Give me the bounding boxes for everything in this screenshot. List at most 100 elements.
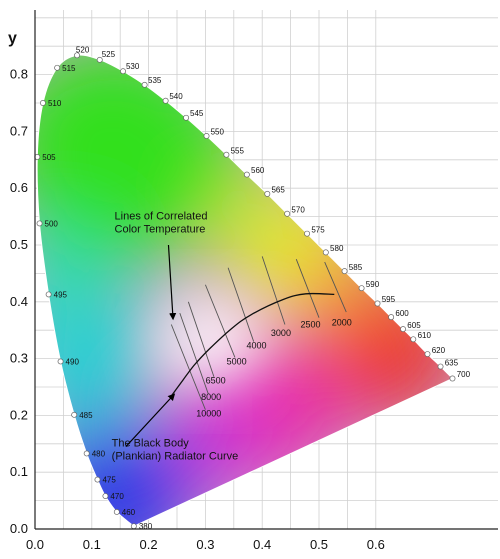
wavelength-marker	[57, 358, 64, 365]
spectral-locus-outline	[36, 54, 454, 527]
wavelength-label: 525	[102, 50, 116, 59]
cct-label: 8000	[201, 392, 221, 402]
wavelength-label: 550	[211, 128, 225, 137]
wavelength-marker	[45, 291, 52, 298]
wavelength-marker	[341, 268, 348, 275]
x-tick-label: 0.6	[367, 537, 385, 552]
isotherm-line	[204, 284, 236, 358]
wavelength-label: 530	[126, 62, 140, 71]
wavelength-label: 535	[148, 76, 162, 85]
y-tick-label: 0.2	[10, 407, 28, 422]
x-tick-label: 0.1	[83, 537, 101, 552]
wavelength-label: 460	[122, 508, 136, 517]
color-blob	[37, 60, 124, 181]
wavelength-marker	[374, 300, 381, 307]
wavelength-marker	[183, 114, 190, 121]
isotherm-line	[179, 313, 209, 394]
wavelength-marker	[388, 314, 395, 321]
wavelength-label: 540	[169, 92, 183, 101]
wavelength-label: 585	[349, 263, 363, 272]
y-axis-label: y	[8, 30, 17, 47]
x-tick-label: 0.4	[253, 537, 271, 552]
x-tick-label: 0.3	[196, 537, 214, 552]
wavelength-label: 490	[66, 357, 80, 366]
planckian-locus-curve	[170, 292, 335, 397]
wavelength-label: 600	[395, 309, 409, 318]
cct-label: 2000	[332, 318, 352, 328]
wavelength-label: 580	[330, 244, 344, 253]
wavelength-label: 485	[79, 411, 93, 420]
wavelength-marker	[449, 375, 456, 382]
cct-label: 2500	[300, 319, 320, 329]
wavelength-label: 510	[48, 99, 62, 108]
wavelength-label: 520	[76, 45, 90, 54]
annotation-line: Color Temperature	[115, 223, 206, 235]
cct-label: 6500	[206, 376, 226, 386]
wavelength-label: 500	[45, 219, 59, 228]
wavelength-marker	[74, 52, 80, 59]
wavelength-label: 545	[190, 109, 204, 118]
wavelength-label: 480	[92, 449, 106, 458]
wavelength-marker	[40, 100, 46, 106]
annotation: The Black Body (Plankian) Radiator Curve	[112, 393, 238, 463]
wavelength-marker	[304, 230, 311, 237]
wavelength-marker	[243, 171, 250, 178]
wavelength-label: 590	[366, 280, 380, 289]
annotation: Lines of Correlated Color Temperature	[115, 210, 207, 321]
cct-label: 10000	[196, 409, 221, 419]
wavelength-marker	[113, 509, 120, 515]
annotation-arrow	[125, 393, 176, 448]
y-axis-ticks: 0.0 0.1 0.2 0.3 0.4 0.5 0.6 0.7 0.8	[10, 67, 28, 536]
wavelength-marker	[203, 132, 210, 139]
cct-label: 3000	[271, 328, 291, 338]
wavelength-label: 700	[457, 370, 471, 379]
wavelength-label: 470	[110, 492, 124, 501]
wavelength-label: 575	[311, 225, 325, 234]
wavelength-marker	[162, 97, 169, 104]
y-tick-label: 0.4	[10, 294, 28, 309]
wavelength-label: 380	[139, 522, 153, 531]
wavelength-marker	[102, 493, 109, 500]
wavelength-marker	[94, 476, 101, 483]
wavelength-marker	[223, 151, 230, 158]
x-axis-ticks: 0.0 0.1 0.2 0.3 0.4 0.5 0.6	[26, 537, 385, 552]
wavelength-label: 620	[432, 346, 446, 355]
wavelength-marker	[36, 220, 43, 227]
isotherm-line	[227, 267, 255, 342]
x-tick-label: 0.2	[140, 537, 158, 552]
wavelength-label: 475	[102, 476, 116, 485]
wavelength-label: 560	[251, 166, 265, 175]
wavelength-marker	[284, 210, 291, 217]
wavelength-marker	[120, 68, 126, 75]
wavelength-marker	[424, 351, 431, 358]
wavelength-marker	[96, 56, 103, 63]
wavelength-label: 635	[445, 358, 459, 367]
isotherm-line	[261, 256, 286, 325]
wavelength-marker	[358, 285, 365, 292]
wavelength-marker	[437, 363, 444, 370]
wavelength-label: 515	[62, 64, 76, 73]
wavelength-label: 555	[231, 146, 245, 155]
wavelength-marker	[410, 336, 417, 343]
annotation-line: The Black Body	[112, 438, 190, 450]
wavelength-label: 610	[418, 331, 432, 340]
wavelength-marker	[130, 523, 137, 530]
white-point-glow	[156, 299, 267, 384]
y-tick-label: 0.5	[10, 237, 28, 252]
wavelength-marker	[264, 190, 271, 197]
isotherm-line	[187, 301, 215, 377]
isotherm-line	[324, 261, 347, 313]
y-tick-label: 0.3	[10, 351, 28, 366]
isotherm-line	[295, 259, 320, 318]
axes	[34, 10, 498, 530]
annotation-arrow	[167, 244, 177, 321]
wavelength-label: 495	[54, 290, 68, 299]
color-blob	[37, 228, 103, 319]
y-tick-label: 0.8	[10, 67, 28, 82]
y-tick-label: 0.6	[10, 180, 28, 195]
wavelength-label: 570	[291, 206, 305, 215]
y-tick-label: 0.1	[10, 464, 28, 479]
